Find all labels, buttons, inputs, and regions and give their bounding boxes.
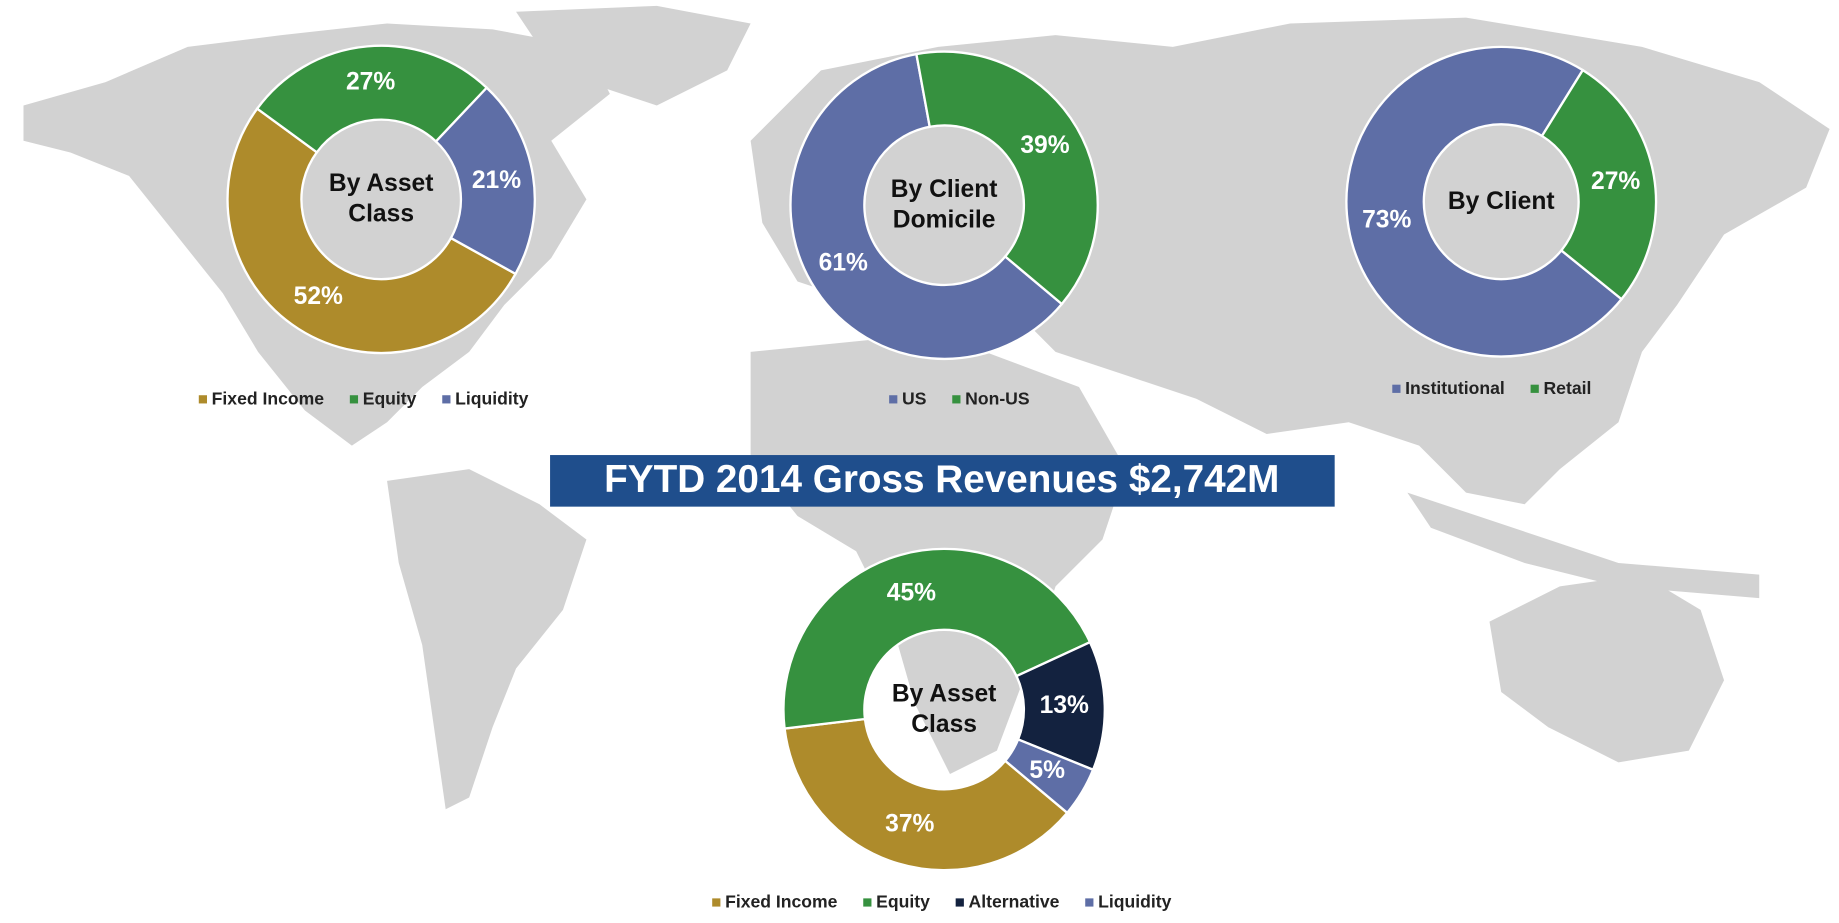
legend-label: Liquidity: [455, 389, 528, 409]
donut-slice: [1003, 737, 1095, 815]
center-label: By Asset Class: [891, 680, 997, 738]
page-title: FYTD 2014 Gross Revenues $2,742M: [604, 458, 1279, 501]
slice-label: 27%: [1591, 168, 1640, 195]
slice-label: 13%: [1040, 692, 1089, 719]
legend-swatch: [952, 395, 961, 404]
center-label-box: By Asset Class: [328, 170, 434, 228]
slice-label: 37%: [885, 810, 934, 837]
donut-slice: [1345, 45, 1624, 358]
legend-label: Liquidity: [1098, 892, 1171, 912]
donut-slice: [782, 547, 1092, 730]
legend-swatch: [442, 395, 451, 404]
legend-label: Fixed Income: [725, 892, 838, 912]
legend: Institutional Retail: [1392, 378, 1591, 398]
title-bar: [550, 455, 1335, 507]
center-label-box: By Client Domicile: [890, 175, 998, 234]
legend-label: US: [902, 389, 927, 409]
slice-label: 52%: [294, 283, 343, 310]
legend-label: Alternative: [969, 892, 1060, 912]
legend-label: Institutional: [1405, 378, 1505, 398]
legend-swatch: [198, 395, 207, 404]
legend-swatch: [955, 898, 964, 907]
legend-swatch: [889, 395, 898, 404]
legend-swatch: [349, 395, 359, 404]
legend-label: Equity: [363, 389, 417, 409]
slice-label: 27%: [346, 69, 395, 96]
center-label-box: By Client: [1447, 187, 1555, 215]
legend-label: Fixed Income: [212, 389, 325, 409]
legend-swatch: [863, 898, 872, 907]
legend-label: Equity: [876, 892, 930, 912]
donut-slice: [255, 44, 489, 154]
donut-slice: [226, 106, 518, 355]
slice-label: 5%: [1029, 757, 1065, 784]
legend-swatch: [1530, 384, 1539, 393]
slice-label: 21%: [472, 167, 521, 194]
donut-slice: [915, 50, 1099, 306]
slice-label: 45%: [887, 579, 936, 606]
legend-swatch: [1392, 384, 1401, 393]
slice-label: 61%: [819, 249, 868, 276]
slice-label: 39%: [1020, 132, 1069, 159]
legend-swatch: [1085, 898, 1094, 907]
center-label: By Asset Class: [328, 170, 434, 228]
legend: US Non-US: [889, 389, 1030, 409]
donut-slice: [789, 52, 1064, 361]
legend-label: Non-US: [965, 389, 1030, 409]
legend-swatch: [712, 898, 721, 907]
center-label: By Client: [1447, 187, 1555, 215]
donut-slice: [1540, 68, 1658, 301]
donut-slice: [783, 717, 1069, 872]
legend: Fixed Income Equity Alternative Liquidity: [712, 892, 1172, 912]
slice-label: 73%: [1362, 207, 1411, 234]
center-label-box: By Asset Class: [891, 680, 997, 738]
center-label: By Client Domicile: [890, 175, 998, 234]
donut-slice: [434, 86, 536, 276]
legend-label: Retail: [1543, 378, 1591, 398]
legend: Fixed Income Equity Liquidity: [198, 389, 529, 409]
